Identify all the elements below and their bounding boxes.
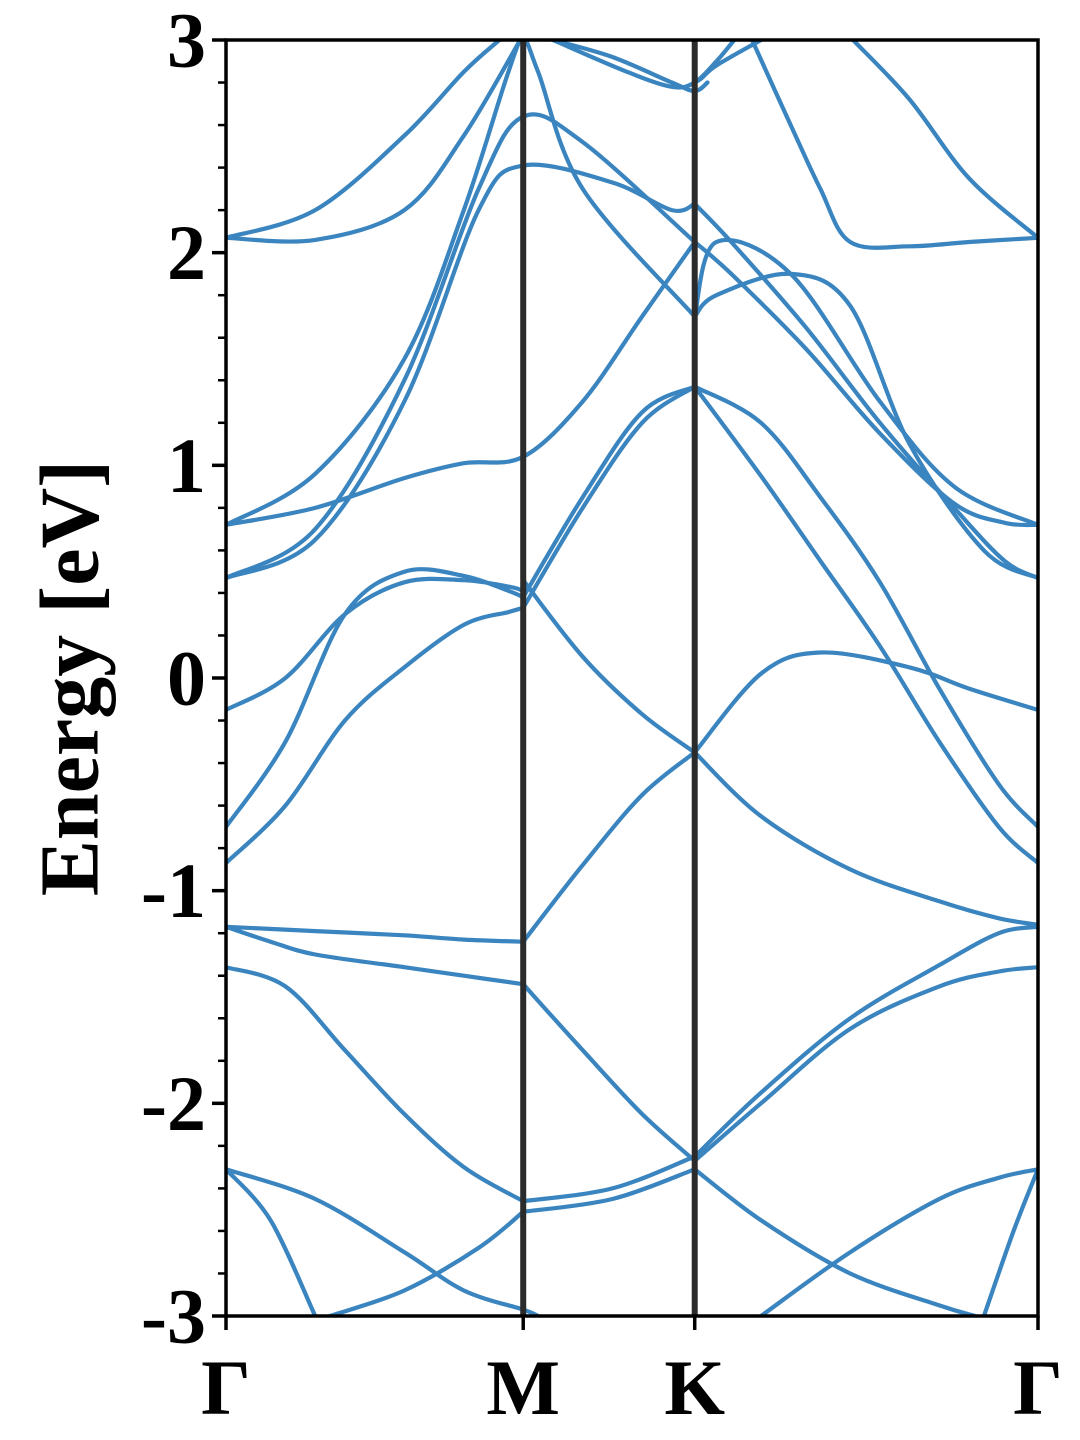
band-line-8: [226, 567, 526, 829]
band-line-32: [692, 201, 1038, 581]
band-line-40: [851, 40, 1038, 240]
band-line-28: [692, 965, 1038, 1163]
band-line-4: [226, 112, 697, 581]
y-tick-label: 2: [167, 209, 206, 296]
band-line-39: [750, 40, 1038, 250]
x-tick-label-K: K: [664, 1344, 725, 1431]
band-line-30: [758, 1167, 1038, 1316]
band-line-6: [226, 239, 697, 527]
y-tick-label: -3: [141, 1273, 206, 1360]
band-line-23: [692, 650, 1038, 755]
y-tick-label: 0: [167, 635, 206, 722]
band-line-20: [226, 1167, 318, 1316]
x-tick-label-Γ: Γ: [1013, 1344, 1063, 1431]
band-line-2: [226, 40, 523, 244]
band-line-17: [521, 982, 697, 1163]
band-line-9: [226, 605, 526, 866]
band-line-34: [692, 271, 1038, 581]
band-line-3: [226, 40, 697, 527]
band-line-16: [226, 965, 526, 1204]
band-line-38: [550, 40, 737, 90]
band-line-25: [692, 384, 1038, 829]
band-line-15: [226, 924, 526, 987]
x-tick-label-M: M: [486, 1344, 560, 1431]
band-line-1: [226, 40, 502, 240]
band-line-37: [550, 40, 710, 94]
y-tick-label: 3: [167, 0, 206, 84]
band-line-22: [327, 1209, 526, 1316]
band-line-33: [692, 239, 1038, 528]
band-line-21: [226, 1167, 541, 1316]
band-line-7: [226, 576, 526, 712]
high-symmetry-lines: [520, 40, 698, 1316]
band-line-11: [521, 384, 697, 600]
y-tick-label: 1: [167, 422, 206, 509]
y-axis-title: Energy [eV]: [23, 460, 116, 896]
band-lines: [226, 40, 1038, 1316]
band-line-29: [692, 1167, 978, 1316]
band-line-26: [692, 384, 1038, 866]
y-ticks: -3 -2 -1 0 1 2 3: [141, 0, 226, 1360]
y-tick-label: -1: [141, 847, 206, 934]
band-line-24: [692, 750, 1038, 927]
band-line-10: [521, 384, 697, 610]
band-line-5: [226, 162, 697, 581]
band-line-19: [521, 1167, 697, 1214]
band-line-12: [521, 578, 697, 755]
band-line-35: [692, 237, 1038, 527]
band-line-18: [521, 1154, 697, 1204]
band-line-27: [692, 924, 1038, 1159]
y-tick-label: -2: [141, 1060, 206, 1147]
band-line-31: [981, 1167, 1038, 1316]
x-tick-label-Γ: Γ: [201, 1344, 251, 1431]
band-line-13: [521, 750, 697, 944]
band-line-14: [226, 924, 526, 944]
